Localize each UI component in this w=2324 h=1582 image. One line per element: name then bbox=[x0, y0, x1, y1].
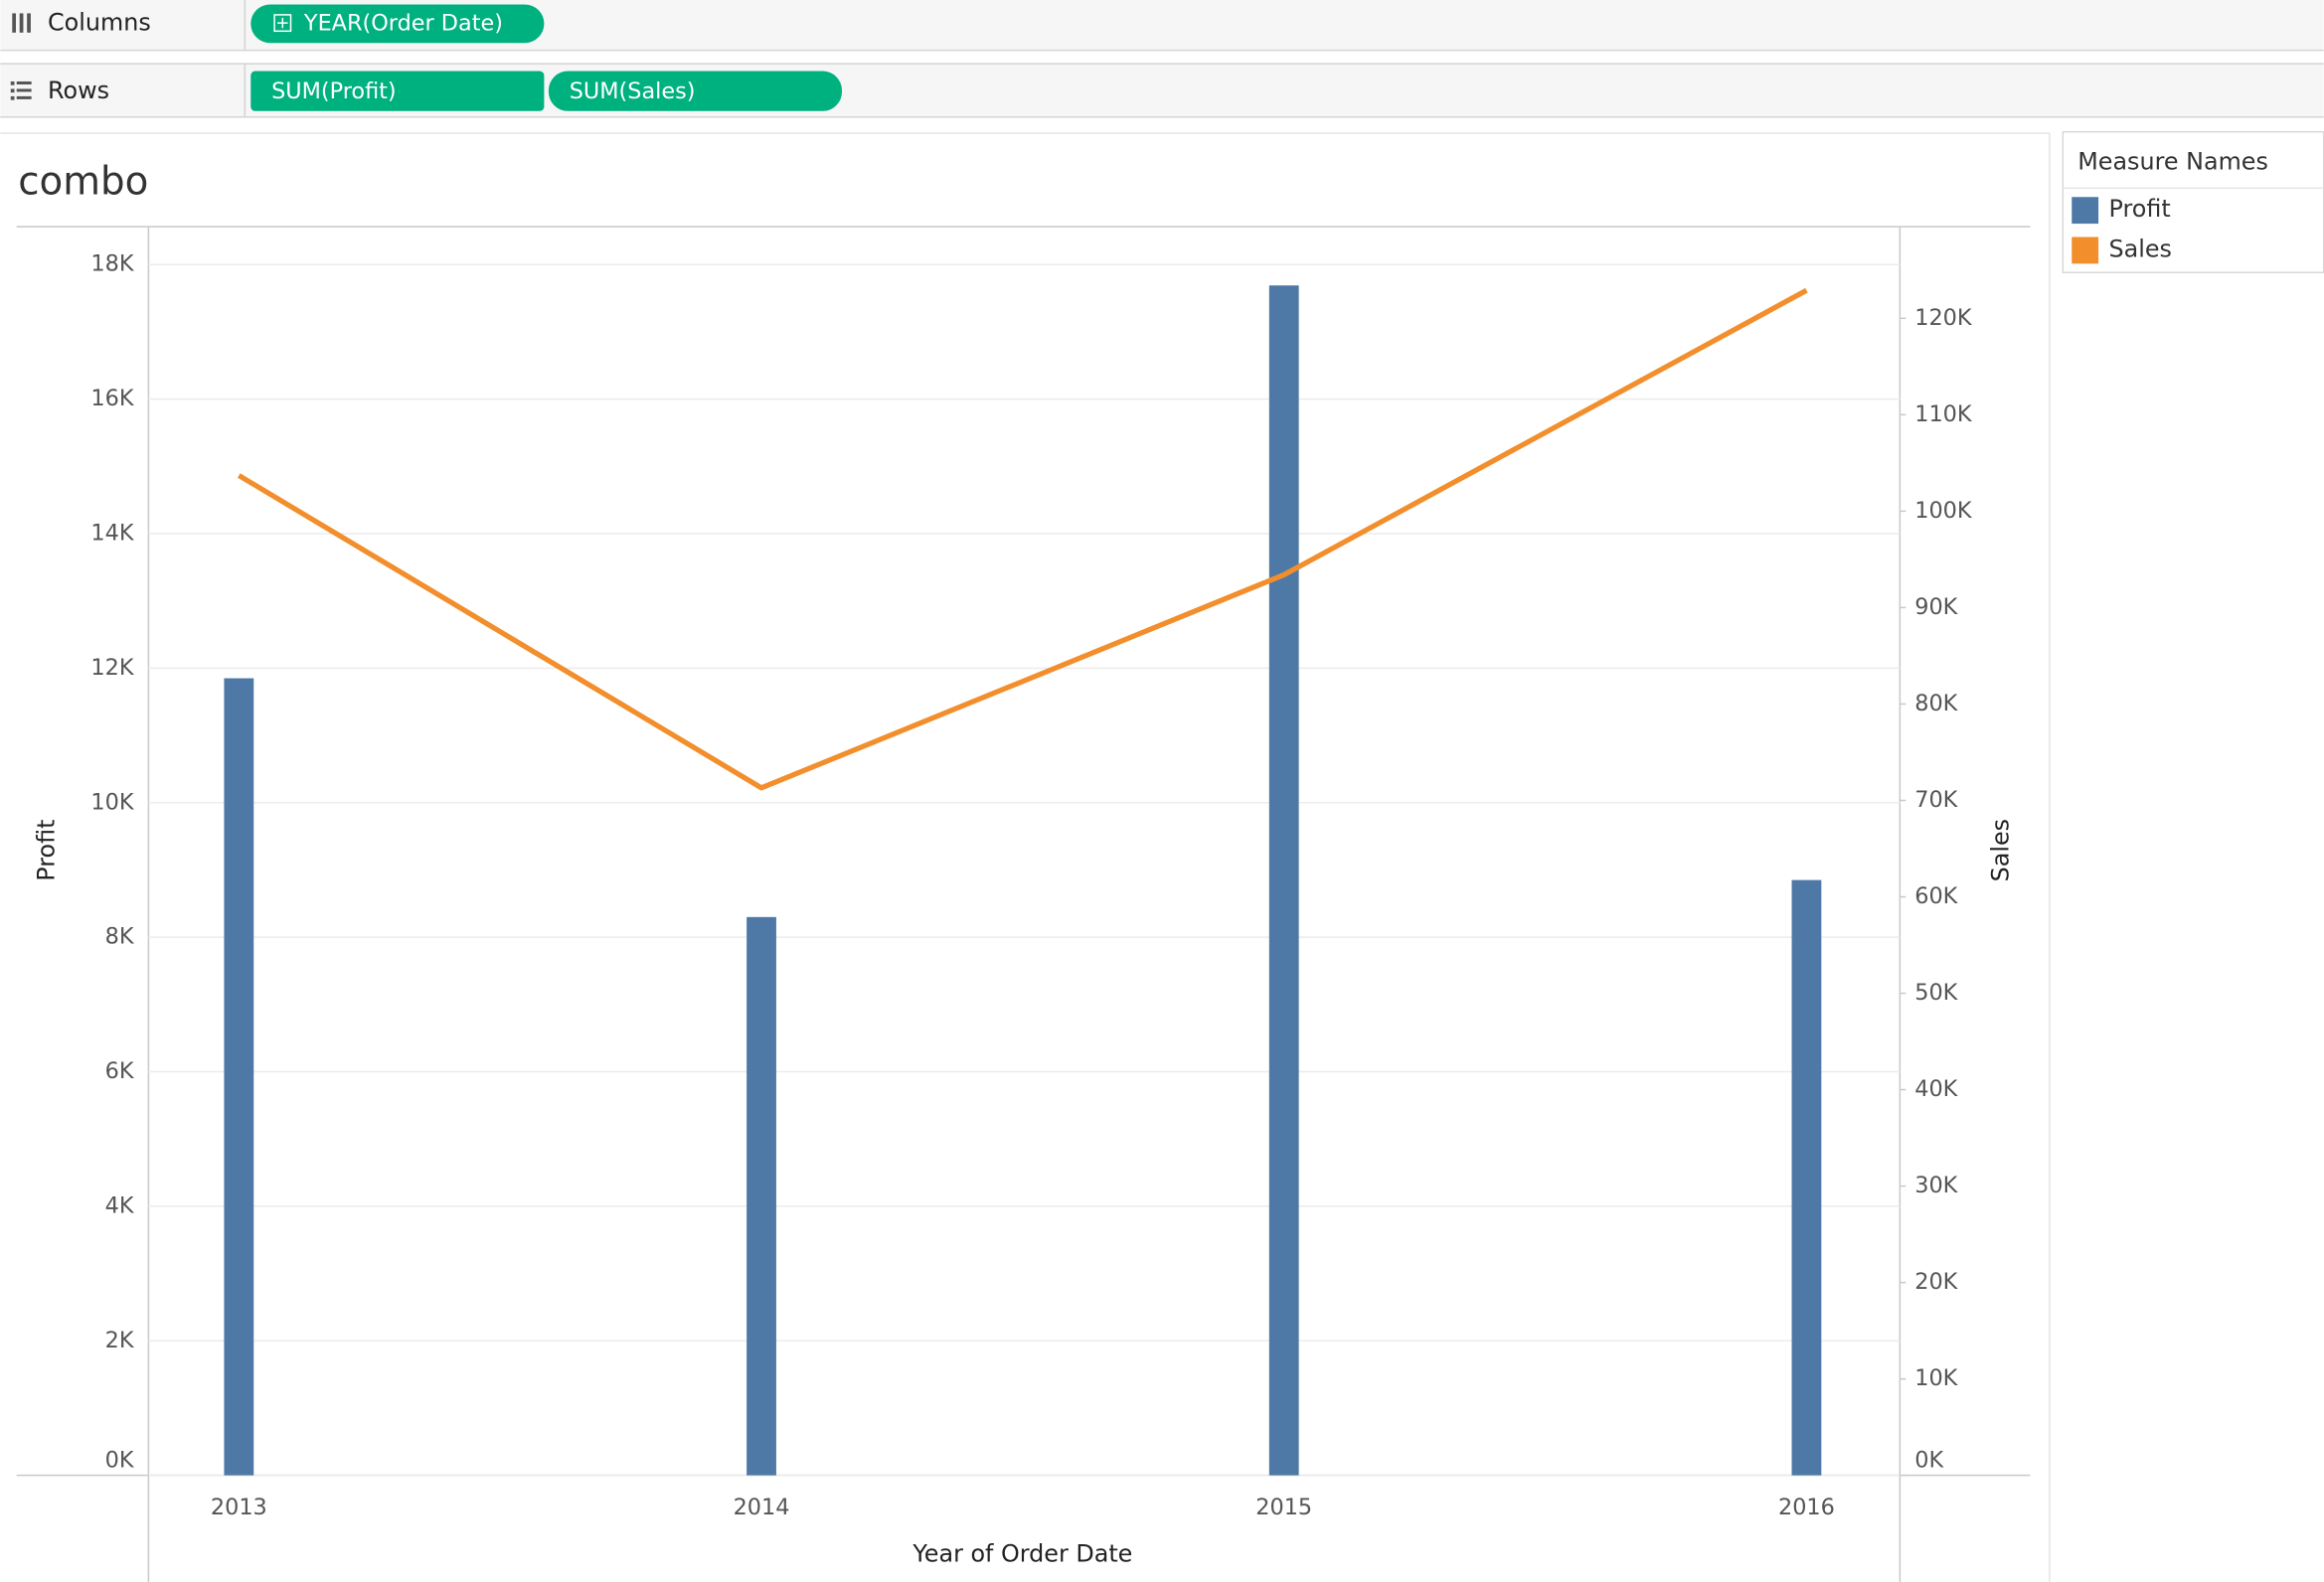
x-axis-title: Year of Order Date bbox=[912, 1540, 1132, 1568]
y2-tick-label: 20K bbox=[1914, 1269, 1958, 1295]
y-tick-label: 8K bbox=[105, 924, 135, 950]
y2-tick-label: 60K bbox=[1914, 883, 1958, 909]
y2-tick-label: 70K bbox=[1914, 787, 1958, 813]
y2-tick-label: 40K bbox=[1914, 1076, 1958, 1102]
y2-axis-title: Sales bbox=[1987, 819, 2015, 881]
y2-tick-label: 100K bbox=[1914, 498, 1973, 524]
legend-swatch[interactable] bbox=[2072, 237, 2099, 264]
bar[interactable] bbox=[224, 678, 254, 1476]
rows-icon bbox=[10, 80, 32, 100]
x-tick-label: 2014 bbox=[734, 1495, 790, 1520]
pill-label[interactable]: YEAR(Order Date) bbox=[303, 10, 503, 36]
y2-tick-label: 0K bbox=[1914, 1447, 1944, 1473]
y-tick-label: 6K bbox=[105, 1058, 135, 1084]
pill-expand-icon[interactable] bbox=[273, 14, 292, 33]
pill[interactable] bbox=[250, 4, 545, 44]
x-tick-label: 2016 bbox=[1778, 1495, 1835, 1520]
y2-tick-label: 10K bbox=[1914, 1365, 1958, 1391]
y-tick-label: 4K bbox=[105, 1192, 135, 1218]
y-tick-label: 2K bbox=[105, 1328, 135, 1353]
legend-label[interactable]: Profit bbox=[2109, 195, 2171, 223]
pill[interactable] bbox=[548, 71, 843, 111]
y-tick-label: 10K bbox=[90, 789, 134, 815]
y-tick-label: 18K bbox=[90, 251, 134, 277]
columns-icon bbox=[12, 13, 31, 33]
x-tick-label: 2015 bbox=[1255, 1495, 1312, 1520]
shelf-label: Columns bbox=[48, 8, 151, 36]
legend-label[interactable]: Sales bbox=[2109, 235, 2172, 262]
y2-tick-label: 30K bbox=[1914, 1173, 1958, 1198]
bar[interactable] bbox=[747, 916, 776, 1476]
y-tick-label: 12K bbox=[90, 655, 134, 681]
pill[interactable] bbox=[250, 71, 545, 111]
y2-tick-label: 120K bbox=[1914, 305, 1973, 331]
shelf-label: Rows bbox=[48, 77, 109, 104]
bar[interactable] bbox=[1268, 285, 1299, 1476]
y-axis-title: Profit bbox=[33, 820, 61, 881]
y2-tick-label: 80K bbox=[1914, 691, 1958, 716]
y-tick-label: 0K bbox=[105, 1447, 135, 1473]
bar[interactable] bbox=[1791, 879, 1822, 1476]
chart-title: combo bbox=[18, 159, 148, 204]
y-tick-label: 16K bbox=[90, 386, 134, 411]
y-tick-label: 14K bbox=[90, 521, 134, 547]
legend-swatch[interactable] bbox=[2072, 197, 2099, 225]
x-tick-label: 2013 bbox=[211, 1495, 267, 1520]
y2-tick-label: 50K bbox=[1914, 980, 1958, 1006]
pill-label[interactable]: SUM(Sales) bbox=[570, 79, 696, 104]
pill-label[interactable]: SUM(Profit) bbox=[271, 79, 397, 104]
y2-tick-label: 90K bbox=[1914, 594, 1958, 620]
line[interactable] bbox=[237, 287, 1808, 791]
legend-title: Measure Names bbox=[2077, 147, 2268, 175]
y2-tick-label: 110K bbox=[1914, 401, 1973, 427]
